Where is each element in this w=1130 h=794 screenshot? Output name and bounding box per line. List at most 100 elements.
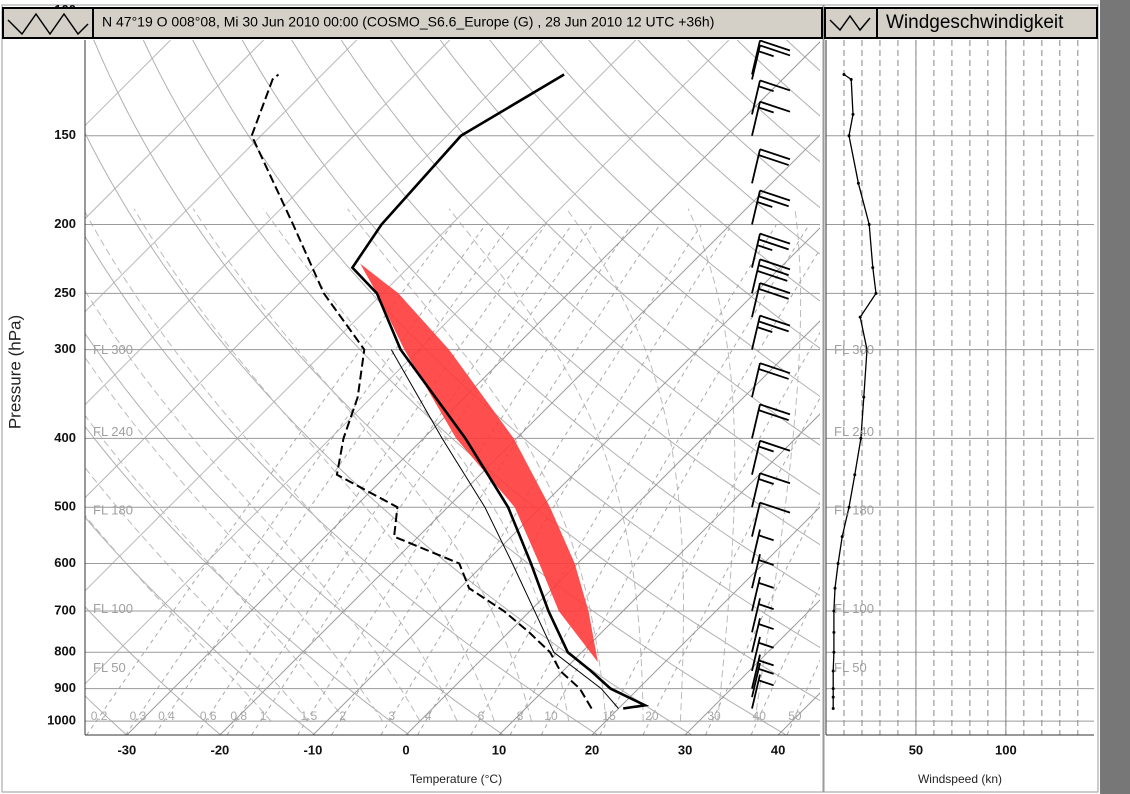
wind-barb xyxy=(751,636,774,672)
wind-barb xyxy=(751,232,791,268)
y-tick-label: 250 xyxy=(54,285,76,300)
header-title: N 47°19 O 008°08, Mi 30 Jun 2010 00:00 (… xyxy=(102,14,714,30)
barb-full xyxy=(759,148,791,161)
y-tick-label: 400 xyxy=(54,430,76,445)
barb-staff xyxy=(751,190,761,225)
y-tick-label: 300 xyxy=(54,341,76,356)
barb-full xyxy=(758,238,789,251)
dry-adiabat xyxy=(390,40,820,446)
wind-point xyxy=(842,72,846,76)
mixing-ratio-label: 10 xyxy=(544,709,558,723)
mixing-ratio-label: 1.5 xyxy=(301,709,318,723)
dry-adiabat xyxy=(291,40,820,546)
barb-half xyxy=(758,603,774,610)
barb-full xyxy=(759,189,791,202)
barb-half xyxy=(758,478,774,485)
wind-barb xyxy=(751,44,791,80)
mixing-ratio-label: 15 xyxy=(603,709,617,723)
barb-full xyxy=(759,472,791,485)
profile-line xyxy=(390,349,619,709)
wind-barb xyxy=(751,674,774,709)
wind-point xyxy=(862,395,866,399)
barb-staff xyxy=(751,654,761,689)
barb-staff xyxy=(751,80,761,115)
dry-adiabat xyxy=(340,40,820,496)
x-axis-title: Windspeed (kn) xyxy=(918,772,1002,786)
y-tick-label: 150 xyxy=(54,127,76,142)
mixing-ratio-label: 4 xyxy=(425,709,432,723)
barb-staff xyxy=(751,662,761,698)
mixing-ratio-label: 6 xyxy=(478,709,485,723)
dry-adiabat xyxy=(85,425,410,735)
x-tick-label: -30 xyxy=(117,742,136,757)
isotherm xyxy=(498,413,820,735)
isotherm xyxy=(591,506,820,735)
barb-full xyxy=(759,501,791,514)
flight-level-label: FL 50 xyxy=(93,660,126,675)
wind-barb xyxy=(751,576,774,612)
wind-barb xyxy=(751,654,774,689)
x-tick-label: 20 xyxy=(585,742,599,757)
mixing-ratio-label: 0.4 xyxy=(158,709,175,723)
wind-point xyxy=(858,315,862,319)
wind-point xyxy=(847,134,851,138)
x-tick-label: -20 xyxy=(211,742,230,757)
wind-barb xyxy=(751,403,791,439)
wind-barb xyxy=(751,553,774,589)
mixing-ratio-line xyxy=(599,331,820,735)
mixing-ratio-line xyxy=(226,225,572,735)
dry-adiabat xyxy=(241,40,820,597)
barb-full xyxy=(759,44,791,57)
y-tick-label: 700 xyxy=(54,602,76,617)
dry-adiabat xyxy=(93,40,787,735)
flight-level-label: FL 50 xyxy=(834,660,867,675)
wind-barb xyxy=(751,662,774,698)
header-icon[interactable] xyxy=(824,7,878,39)
isotherm xyxy=(85,40,451,406)
barb-full xyxy=(758,320,789,333)
mixing-ratio-label: 50 xyxy=(788,709,802,723)
mixing-ratio-line xyxy=(470,225,777,735)
mixing-ratio-line xyxy=(251,225,593,735)
x-tick-label: 30 xyxy=(678,742,692,757)
profile-line xyxy=(350,73,650,710)
x-tick-label: 40 xyxy=(771,742,785,757)
wind-barb xyxy=(751,40,791,75)
mixing-ratio-label: 1 xyxy=(260,709,267,723)
flight-level-label: FL 180 xyxy=(93,502,133,517)
isotherm xyxy=(684,599,820,735)
mixing-ratio-label: 2 xyxy=(339,709,346,723)
barb-half xyxy=(758,559,774,566)
mixing-ratio-line xyxy=(195,225,546,735)
flight-level-label: FL 180 xyxy=(834,502,874,517)
x-tick-label: -10 xyxy=(304,742,323,757)
moist-adiabat xyxy=(192,208,532,722)
barb-staff xyxy=(751,40,761,75)
barb-staff xyxy=(751,502,761,537)
side-strip xyxy=(1100,0,1130,794)
barb-full xyxy=(759,403,791,416)
barb-half xyxy=(758,50,774,58)
barb-staff xyxy=(751,282,761,318)
wind-barb xyxy=(751,501,791,537)
x-tick-label: 10 xyxy=(492,742,506,757)
barb-staff xyxy=(751,404,761,439)
moist-adiabat xyxy=(133,208,495,722)
dry-adiabat xyxy=(85,516,316,735)
flight-level-label: FL 300 xyxy=(93,342,133,357)
wind-barb xyxy=(751,598,774,633)
barb-staff xyxy=(751,440,761,475)
wind-point xyxy=(847,505,851,509)
mixing-ratio-label: 0.6 xyxy=(200,709,217,723)
wind-point xyxy=(831,707,835,711)
wind-point xyxy=(851,112,855,116)
isotherm xyxy=(219,134,820,735)
wind-barb xyxy=(751,314,791,350)
mixing-ratio-line xyxy=(540,248,820,735)
y-tick-label: 200 xyxy=(54,216,76,231)
wind-point xyxy=(833,586,837,590)
mixing-ratio-label: 30 xyxy=(707,709,721,723)
dry-adiabat xyxy=(588,40,820,255)
